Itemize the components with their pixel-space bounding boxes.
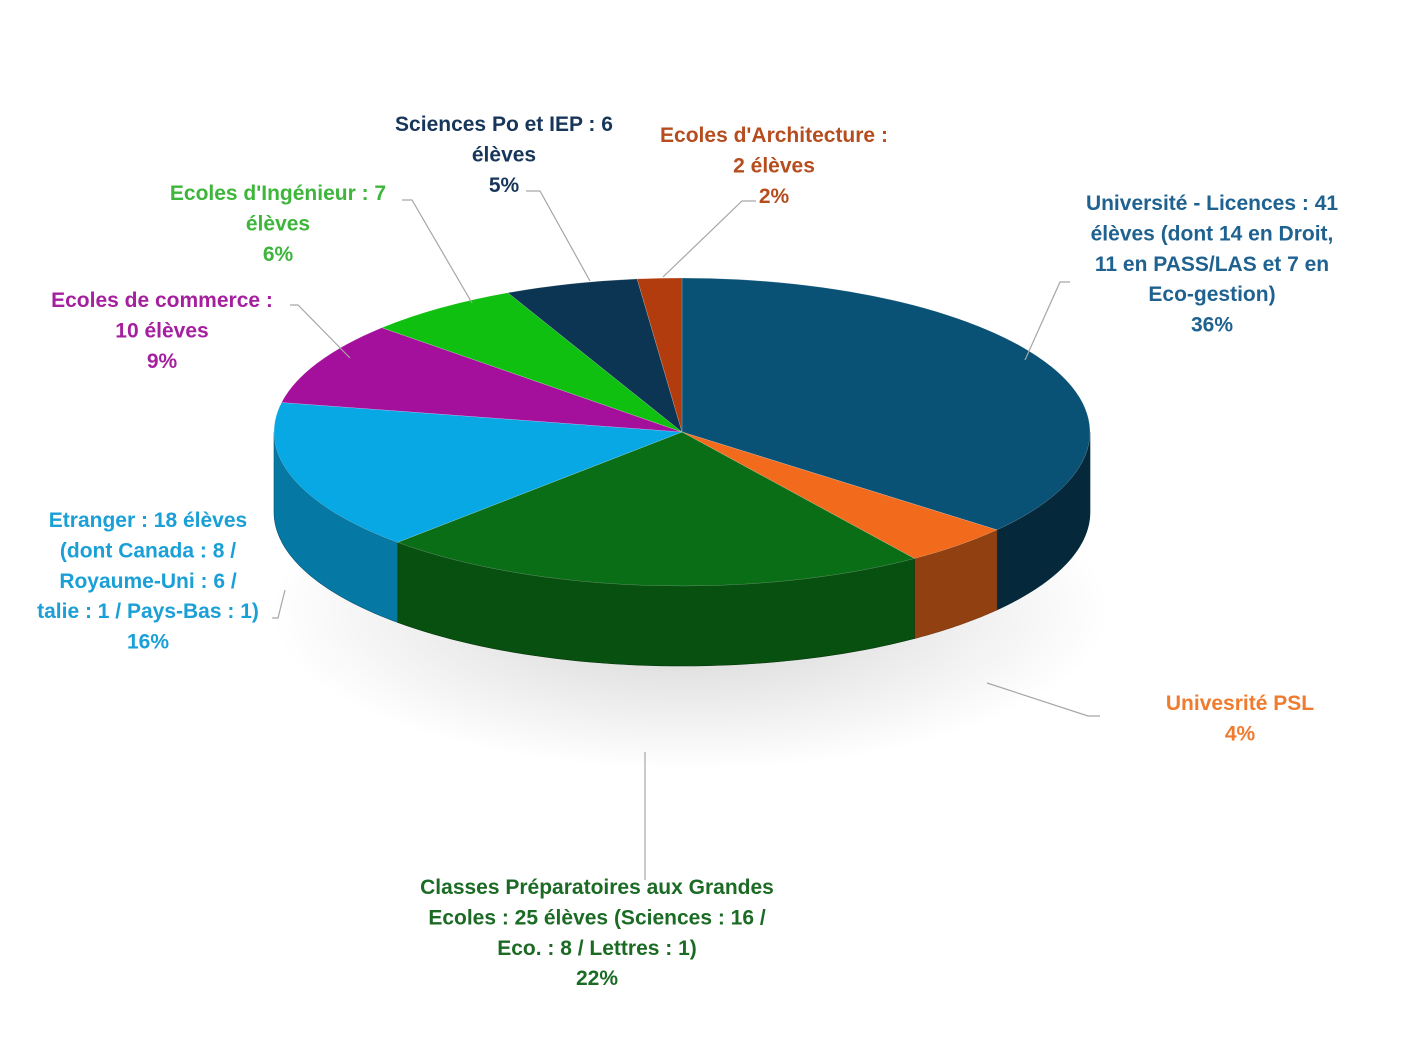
leader-line-4 (290, 304, 351, 359)
pie-slices (273, 277, 1091, 587)
slice-label-line: élèves (246, 212, 310, 235)
leader-line-6 (526, 190, 591, 282)
slice-percent-label: 6% (263, 243, 294, 266)
slice-label-line: Univesrité PSL (1166, 692, 1314, 715)
slice-label-line: 10 élèves (115, 319, 208, 342)
slice-label-line: Ecoles de commerce : (51, 289, 273, 312)
slice-label-3: Etranger : 18 élèves (dont Canada : 8 / Ro… (37, 509, 259, 654)
slice-label-line: (dont Canada : 8 / (60, 539, 236, 562)
slice-label-line: Royaume-Uni : 6 / (59, 570, 237, 593)
slice-percent-label: 4% (1225, 722, 1256, 745)
slice-label-line: Ecoles : 25 élèves (Sciences : 16 / (428, 906, 766, 929)
slice-2 (396, 431, 916, 587)
slice-label-line: Etranger : 18 élèves (49, 509, 247, 532)
slice-label-line: 11 en PASS/LAS et 7 en (1095, 253, 1329, 276)
slice-label-7: Ecoles d'Architecture : 2 élèves 2% (660, 124, 888, 208)
slice-label-line: Ecoles d'Architecture : (660, 124, 888, 147)
leader-lines (272, 190, 1100, 880)
slice-3 (273, 402, 683, 543)
slice-percent-label: 36% (1191, 314, 1233, 337)
leader-line-1 (986, 682, 1100, 717)
slice-label-2: Classes Préparatoires aux Grandes Ecoles … (420, 876, 774, 990)
leader-line-7 (662, 200, 756, 278)
slice-label-line: Eco-gestion) (1148, 283, 1275, 306)
slice-label-0: Université - Licences : 41 élèves (dont 1… (1086, 192, 1338, 337)
slice-label-6: Sciences Po et IEP : 6 élèves 5% (395, 113, 613, 197)
slice-label-line: 2 élèves (733, 154, 815, 177)
slice-label-line: élèves (472, 143, 536, 166)
slice-1 (681, 431, 998, 559)
slice-label-line: Ecoles d'Ingénieur : 7 (170, 182, 386, 205)
slice-label-line: Classes Préparatoires aux Grandes (420, 876, 774, 899)
slice-label-4: Ecoles de commerce : 10 élèves 9% (51, 289, 273, 373)
slice-percent-label: 9% (147, 350, 178, 373)
slice-percent-label: 2% (759, 185, 790, 208)
slice-label-line: Université - Licences : 41 (1086, 192, 1338, 215)
pie-sides (273, 431, 1091, 667)
slice-percent-label: 16% (127, 631, 169, 654)
slice-4 (281, 327, 683, 433)
leader-line-0 (1024, 281, 1070, 361)
slice-5 (381, 292, 683, 433)
slice-percent-label: 5% (489, 174, 520, 197)
leader-line-5 (402, 199, 473, 304)
slice-label-line: Sciences Po et IEP : 6 (395, 113, 613, 136)
slice-label-5: Ecoles d'Ingénieur : 7 élèves 6% (170, 182, 386, 266)
slice-label-1: Univesrité PSL 4% (1166, 692, 1314, 745)
slice-labels: Université - Licences : 41 élèves (dont 1… (37, 113, 1338, 990)
slice-6 (507, 278, 683, 433)
slice-label-line: élèves (dont 14 en Droit, (1091, 222, 1334, 245)
slice-percent-label: 22% (576, 967, 618, 990)
slice-7 (636, 277, 683, 433)
leader-line-3 (272, 589, 286, 619)
slice-label-line: talie : 1 / Pays-Bas : 1) (37, 600, 259, 623)
slice-label-line: Eco. : 8 / Lettres : 1) (497, 937, 697, 960)
slice-0 (681, 277, 1091, 531)
